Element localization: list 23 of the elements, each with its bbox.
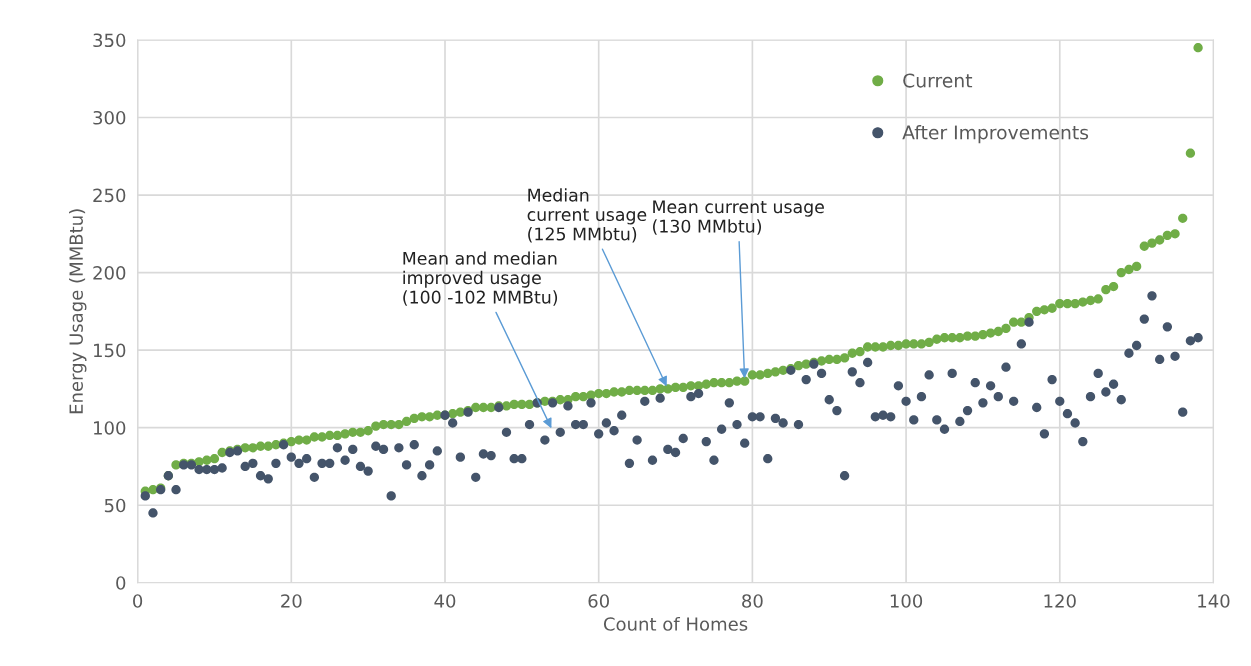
y-tick-label: 250	[93, 188, 126, 203]
x-tick-label: 20	[281, 594, 302, 608]
x-tick-label: 60	[588, 594, 609, 608]
x-tick-label: 80	[742, 594, 763, 608]
x-tick-label: 40	[434, 594, 456, 608]
y-tick-label: 100	[94, 421, 126, 435]
x-tick-label: 140	[1198, 594, 1230, 608]
y-tick-label: 200	[93, 266, 126, 280]
annotation: Median current usage (125 MMbtu)	[527, 188, 647, 243]
y-tick-label: 150	[94, 343, 126, 358]
y-axis-title: Energy Usage (MMBtu)	[69, 209, 87, 414]
x-tick-label: 120	[1044, 594, 1076, 608]
y-tick-label: 300	[93, 110, 126, 125]
x-tick-label: 100	[890, 594, 923, 608]
y-tick-label: 50	[104, 498, 126, 513]
x-axis-title: Count of Homes	[603, 616, 748, 631]
y-tick-label: 350	[93, 33, 126, 48]
legend-label: After Improvements	[902, 125, 1089, 144]
legend-label: Current	[903, 73, 973, 88]
annotation: Mean and median improved usage (100 -102 MMBtu)	[403, 251, 558, 306]
x-tick-label: 0	[133, 594, 143, 608]
annotation: Mean current usage (130 MMbtu)	[653, 200, 824, 235]
y-tick-label: 0	[116, 576, 126, 590]
